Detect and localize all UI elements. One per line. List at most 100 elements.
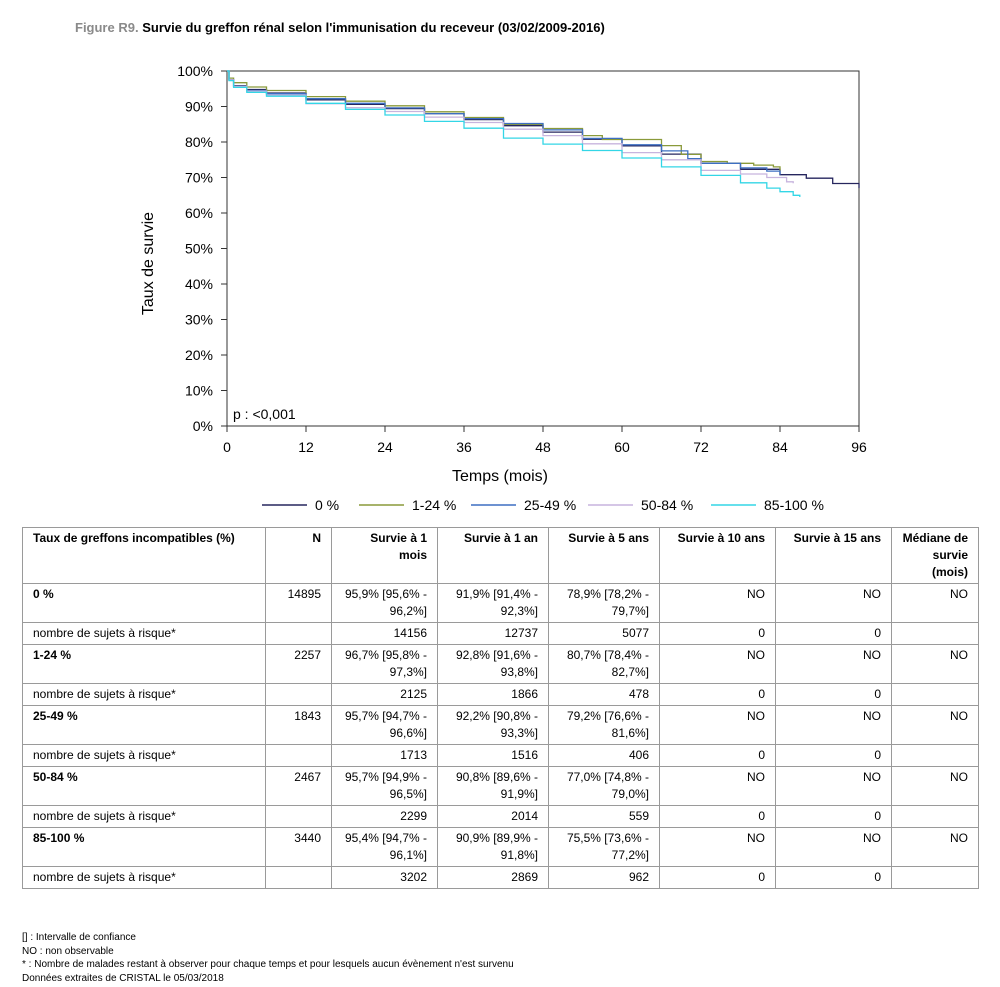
header-mediane: Médiane de survie (mois): [891, 527, 979, 584]
y-tick-label: 60%: [185, 205, 213, 221]
cell-median: NO: [891, 766, 979, 806]
risk-label: nombre de sujets à risque*: [22, 683, 266, 706]
risk-n-empty: [265, 805, 332, 828]
risk-n-empty: [265, 866, 332, 889]
header-survie-1-mois: Survie à 1 mois: [331, 527, 438, 584]
cell-y5: 77,0% [74,8% - 79,0%]: [548, 766, 660, 806]
footnotes: [] : Intervalle de confiance NO : non ob…: [22, 931, 514, 985]
risk-row: nombre de sujets à risque* 1713 1516 406 0 0: [22, 744, 979, 767]
risk-median-empty: [891, 744, 979, 767]
header-immunisation: Taux de greffons incompatibles (%): [22, 527, 266, 584]
p-value-annotation: p : <0,001: [233, 406, 296, 422]
risk-value: 0: [659, 683, 776, 706]
cell-y5: 75,5% [73,6% - 77,2%]: [548, 827, 660, 867]
cell-m1: 96,7% [95,8% - 97,3%]: [331, 644, 438, 684]
figure-title: Figure R9. Survie du greffon rénal selon…: [75, 20, 605, 35]
risk-value: 559: [548, 805, 660, 828]
x-axis-label: Temps (mois): [452, 468, 548, 485]
group-label: 85-100 %: [22, 827, 266, 867]
risk-n-empty: [265, 683, 332, 706]
cell-y10: NO: [659, 705, 776, 745]
risk-value: 0: [659, 805, 776, 828]
risk-value: 1516: [437, 744, 549, 767]
legend-label: 1-24 %: [412, 497, 456, 513]
cell-n: 3440: [265, 827, 332, 867]
y-tick-label: 70%: [185, 170, 213, 186]
cell-n: 1843: [265, 705, 332, 745]
footnote-ic: [] : Intervalle de confiance: [22, 932, 136, 943]
risk-n-empty: [265, 744, 332, 767]
cell-y1: 90,9% [89,9% - 91,8%]: [437, 827, 549, 867]
risk-value: 0: [659, 866, 776, 889]
y-tick-label: 30%: [185, 312, 213, 328]
risk-median-empty: [891, 622, 979, 645]
x-tick-label: 60: [614, 439, 630, 455]
risk-label: nombre de sujets à risque*: [22, 622, 266, 645]
cell-y10: NO: [659, 644, 776, 684]
legend-label: 50-84 %: [641, 497, 693, 513]
survival-chart: 0% 10% 20% 30% 40% 50% 60% 70% 80% 90% 100% 0 12 24 36…: [140, 63, 867, 513]
y-tick-label: 90%: [185, 99, 213, 115]
cell-n: 14895: [265, 583, 332, 623]
risk-value: 3202: [331, 866, 438, 889]
risk-row: nombre de sujets à risque* 3202 2869 962 0 0: [22, 866, 979, 889]
y-tick-label: 0%: [193, 418, 213, 434]
risk-row: nombre de sujets à risque* 14156 12737 5077…: [22, 622, 979, 645]
y-tick-label: 40%: [185, 276, 213, 292]
x-tick-label: 24: [377, 439, 393, 455]
cell-m1: 95,9% [95,6% - 96,2%]: [331, 583, 438, 623]
y-tick-label: 10%: [185, 383, 213, 399]
x-tick-label: 48: [535, 439, 551, 455]
x-tick-label: 96: [851, 439, 867, 455]
risk-row: nombre de sujets à risque* 2299 2014 559 0 0: [22, 805, 979, 828]
x-tick-label: 0: [223, 439, 231, 455]
cell-median: NO: [891, 705, 979, 745]
risk-value: 0: [659, 622, 776, 645]
cell-y1: 92,8% [91,6% - 93,8%]: [437, 644, 549, 684]
survival-curve-series-3: [227, 70, 794, 184]
survival-curve-series-4: [227, 70, 801, 197]
table-row: 85-100 % 3440 95,4% [94,7% - 96,1%] 90,9% […: [22, 827, 979, 867]
footnote-no: NO : non observable: [22, 945, 114, 957]
cell-y1: 91,9% [91,4% - 92,3%]: [437, 583, 549, 623]
risk-value: 12737: [437, 622, 549, 645]
cell-median: NO: [891, 827, 979, 867]
cell-y5: 78,9% [78,2% - 79,7%]: [548, 583, 660, 623]
risk-value: 0: [659, 744, 776, 767]
y-tick-label: 80%: [185, 134, 213, 150]
y-tick-label: 100%: [177, 63, 213, 79]
table-header-row: Taux de greffons incompatibles (%) N Sur…: [22, 527, 979, 584]
risk-value: 0: [775, 866, 892, 889]
risk-label: nombre de sujets à risque*: [22, 744, 266, 767]
cell-y10: NO: [659, 583, 776, 623]
header-survie-10-ans: Survie à 10 ans: [659, 527, 776, 584]
cell-y10: NO: [659, 827, 776, 867]
cell-n: 2467: [265, 766, 332, 806]
cell-y5: 79,2% [76,6% - 81,6%]: [548, 705, 660, 745]
group-label: 25-49 %: [22, 705, 266, 745]
y-tick-label: 20%: [185, 347, 213, 363]
x-tick-label: 36: [456, 439, 472, 455]
table-row: 25-49 % 1843 95,7% [94,7% - 96,6%] 92,2% [9…: [22, 705, 979, 745]
risk-value: 0: [775, 805, 892, 828]
figure-title-text: Survie du greffon rénal selon l'immunisa…: [142, 20, 605, 35]
x-tick-label: 72: [693, 439, 709, 455]
risk-median-empty: [891, 866, 979, 889]
cell-median: NO: [891, 583, 979, 623]
risk-value: 962: [548, 866, 660, 889]
risk-n-empty: [265, 622, 332, 645]
cell-m1: 95,7% [94,7% - 96,6%]: [331, 705, 438, 745]
legend-label: 25-49 %: [524, 497, 576, 513]
risk-value: 2299: [331, 805, 438, 828]
header-survie-1-an: Survie à 1 an: [437, 527, 549, 584]
risk-value: 5077: [548, 622, 660, 645]
cell-y10: NO: [659, 766, 776, 806]
group-label: 0 %: [22, 583, 266, 623]
y-axis-label: Taux de survie: [140, 212, 157, 315]
legend-label: 85-100 %: [764, 497, 824, 513]
figure-number: Figure R9.: [75, 20, 139, 35]
table-body: 0 % 14895 95,9% [95,6% - 96,2%] 91,9% [91,4…: [22, 583, 979, 889]
risk-row: nombre de sujets à risque* 2125 1866 478 0 0: [22, 683, 979, 706]
risk-median-empty: [891, 683, 979, 706]
risk-value: 406: [548, 744, 660, 767]
